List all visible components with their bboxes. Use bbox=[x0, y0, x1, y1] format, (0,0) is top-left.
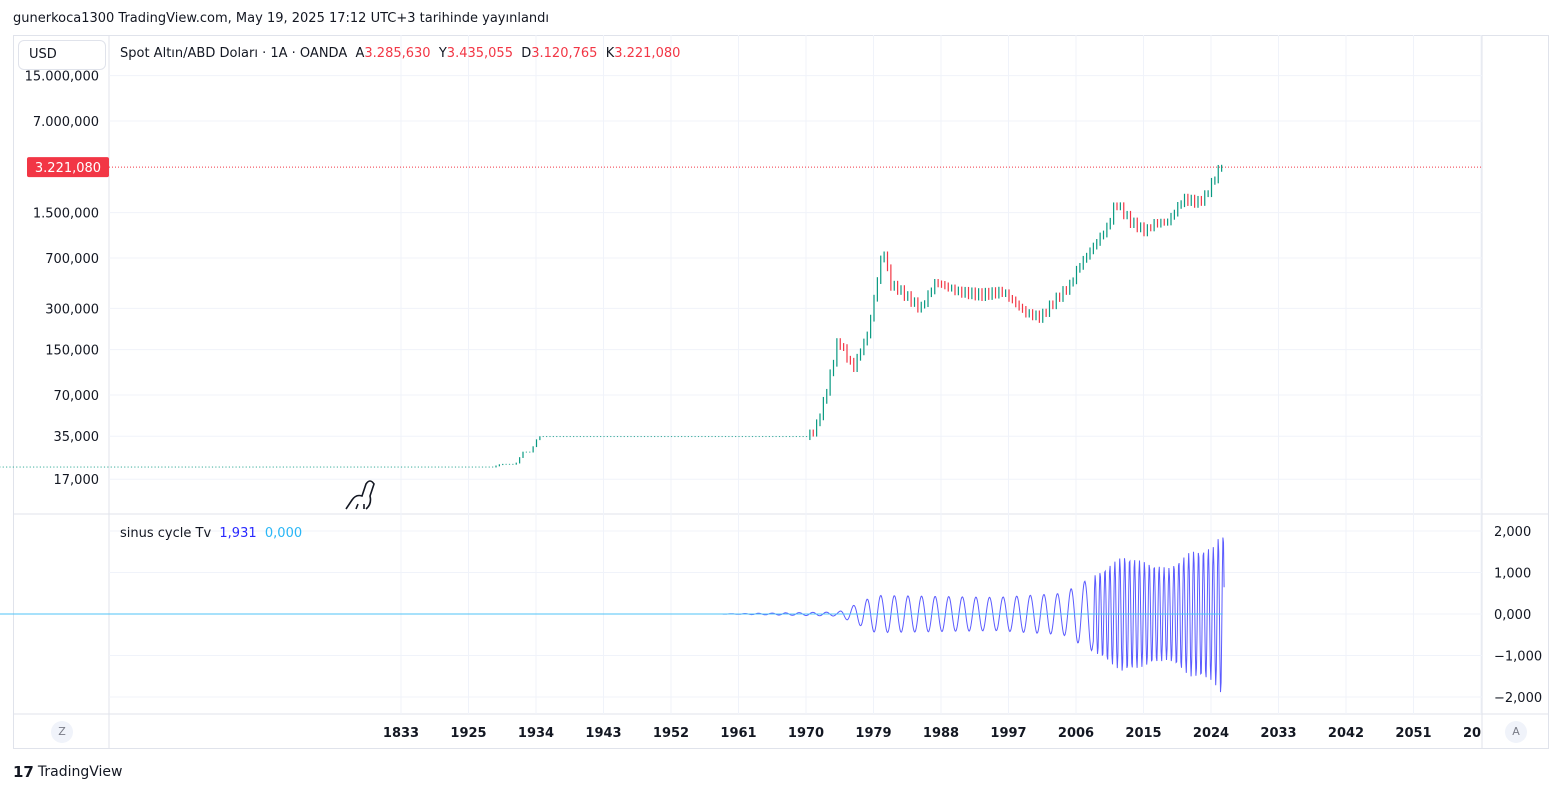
currency-button[interactable]: USD bbox=[18, 40, 106, 70]
symbol-name: Spot Altın/ABD Doları · 1A · OANDA bbox=[120, 46, 348, 61]
chart-frame bbox=[13, 35, 1549, 749]
symbol-legend: Spot Altın/ABD Doları · 1A · OANDA A3.28… bbox=[120, 46, 680, 61]
high-label: Y bbox=[438, 46, 447, 61]
oscillator-legend: sinus cycle Tv 1,931 0,000 bbox=[120, 526, 302, 541]
oscillator-name: sinus cycle Tv bbox=[120, 526, 212, 541]
open-label: A bbox=[355, 46, 365, 61]
x-tick-label: 1970 bbox=[788, 726, 824, 741]
price-tick-label: 700,000 bbox=[45, 252, 99, 267]
auto-scale-button[interactable]: A bbox=[1505, 721, 1527, 743]
dinosaur-icon bbox=[345, 480, 375, 510]
x-tick-label: 1979 bbox=[855, 726, 891, 741]
x-tick-label: 1943 bbox=[585, 726, 621, 741]
oscillator-tick-label: 0,000 bbox=[1494, 608, 1531, 623]
low-label: D bbox=[521, 46, 532, 61]
x-tick-label: 2033 bbox=[1260, 726, 1296, 741]
oscillator-value-1: 1,931 bbox=[219, 526, 257, 541]
price-tick-label: 1.500,000 bbox=[33, 207, 99, 222]
oscillator-tick-label: −2,000 bbox=[1494, 691, 1542, 706]
x-tick-label: 1833 bbox=[383, 726, 419, 741]
x-tick-label: 2006 bbox=[1058, 726, 1094, 741]
publish-info: gunerkoca1300 TradingView.com, May 19, 2… bbox=[13, 11, 550, 26]
x-tick-label: 1997 bbox=[990, 726, 1026, 741]
x-tick-label: 1952 bbox=[653, 726, 689, 741]
open-value: 3.285,630 bbox=[364, 46, 431, 61]
footer-brand: 𝟭𝟳 TradingView bbox=[13, 763, 122, 781]
low-value: 3.120,765 bbox=[531, 46, 598, 61]
x-tick-label: 1925 bbox=[450, 726, 486, 741]
x-tick-label: 1961 bbox=[720, 726, 756, 741]
x-tick-label: 1988 bbox=[923, 726, 959, 741]
x-tick-label: 2042 bbox=[1328, 726, 1364, 741]
tradingview-logo-icon: 𝟭𝟳 bbox=[13, 763, 34, 781]
price-tick-label: 150,000 bbox=[45, 344, 99, 359]
last-price-label: 3.221,080 bbox=[35, 161, 101, 176]
price-tick-label: 35,000 bbox=[54, 430, 100, 445]
close-value: 3.221,080 bbox=[614, 46, 681, 61]
price-tick-label: 7.000,000 bbox=[33, 115, 99, 130]
x-tick-label: 2024 bbox=[1193, 726, 1229, 741]
x-tick-label: 2051 bbox=[1395, 726, 1431, 741]
high-value: 3.435,055 bbox=[446, 46, 513, 61]
footer-brand-text: TradingView bbox=[37, 764, 123, 780]
x-tick-label: 20 bbox=[1463, 726, 1481, 741]
x-tick-label: 2015 bbox=[1125, 726, 1161, 741]
last-price-badge bbox=[27, 157, 109, 178]
oscillator-tick-label: −1,000 bbox=[1494, 650, 1542, 665]
oscillator-value-2: 0,000 bbox=[264, 526, 303, 541]
price-tick-label: 70,000 bbox=[54, 389, 100, 404]
oscillator-line bbox=[0, 537, 1225, 693]
price-tick-label: 17,000 bbox=[54, 473, 100, 488]
close-label: K bbox=[605, 46, 615, 61]
x-tick-label: 1934 bbox=[518, 726, 554, 741]
z-button[interactable]: Z bbox=[51, 721, 73, 743]
price-tick-label: 15.000,000 bbox=[25, 70, 99, 85]
oscillator-tick-label: 2,000 bbox=[1494, 525, 1531, 540]
price-tick-label: 300,000 bbox=[45, 302, 99, 317]
oscillator-tick-label: 1,000 bbox=[1494, 567, 1531, 582]
